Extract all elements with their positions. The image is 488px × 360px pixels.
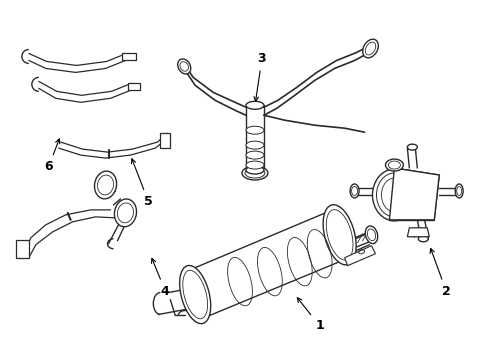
Ellipse shape [245,126,264,134]
Ellipse shape [245,161,264,169]
Ellipse shape [362,39,378,58]
Text: 2: 2 [429,248,449,298]
Polygon shape [16,240,29,258]
Polygon shape [344,246,375,266]
Polygon shape [160,133,170,148]
Ellipse shape [372,169,415,221]
Text: 3: 3 [253,53,265,101]
Text: 1: 1 [297,298,324,332]
Ellipse shape [323,205,355,265]
Ellipse shape [245,151,264,159]
Ellipse shape [417,236,427,242]
Ellipse shape [94,171,116,199]
Polygon shape [407,228,428,237]
Polygon shape [388,168,438,220]
Ellipse shape [177,59,190,74]
Ellipse shape [407,144,416,150]
Ellipse shape [245,141,264,149]
Text: 5: 5 [131,159,152,208]
Polygon shape [128,84,140,90]
Ellipse shape [454,184,462,198]
Ellipse shape [179,265,210,324]
Ellipse shape [245,101,264,109]
Ellipse shape [385,159,403,171]
Polygon shape [122,54,136,60]
Text: 4: 4 [151,258,169,298]
Text: 6: 6 [44,139,60,173]
Ellipse shape [365,226,377,244]
Ellipse shape [114,199,136,227]
Ellipse shape [245,166,264,174]
Ellipse shape [242,166,267,180]
Ellipse shape [349,184,358,198]
